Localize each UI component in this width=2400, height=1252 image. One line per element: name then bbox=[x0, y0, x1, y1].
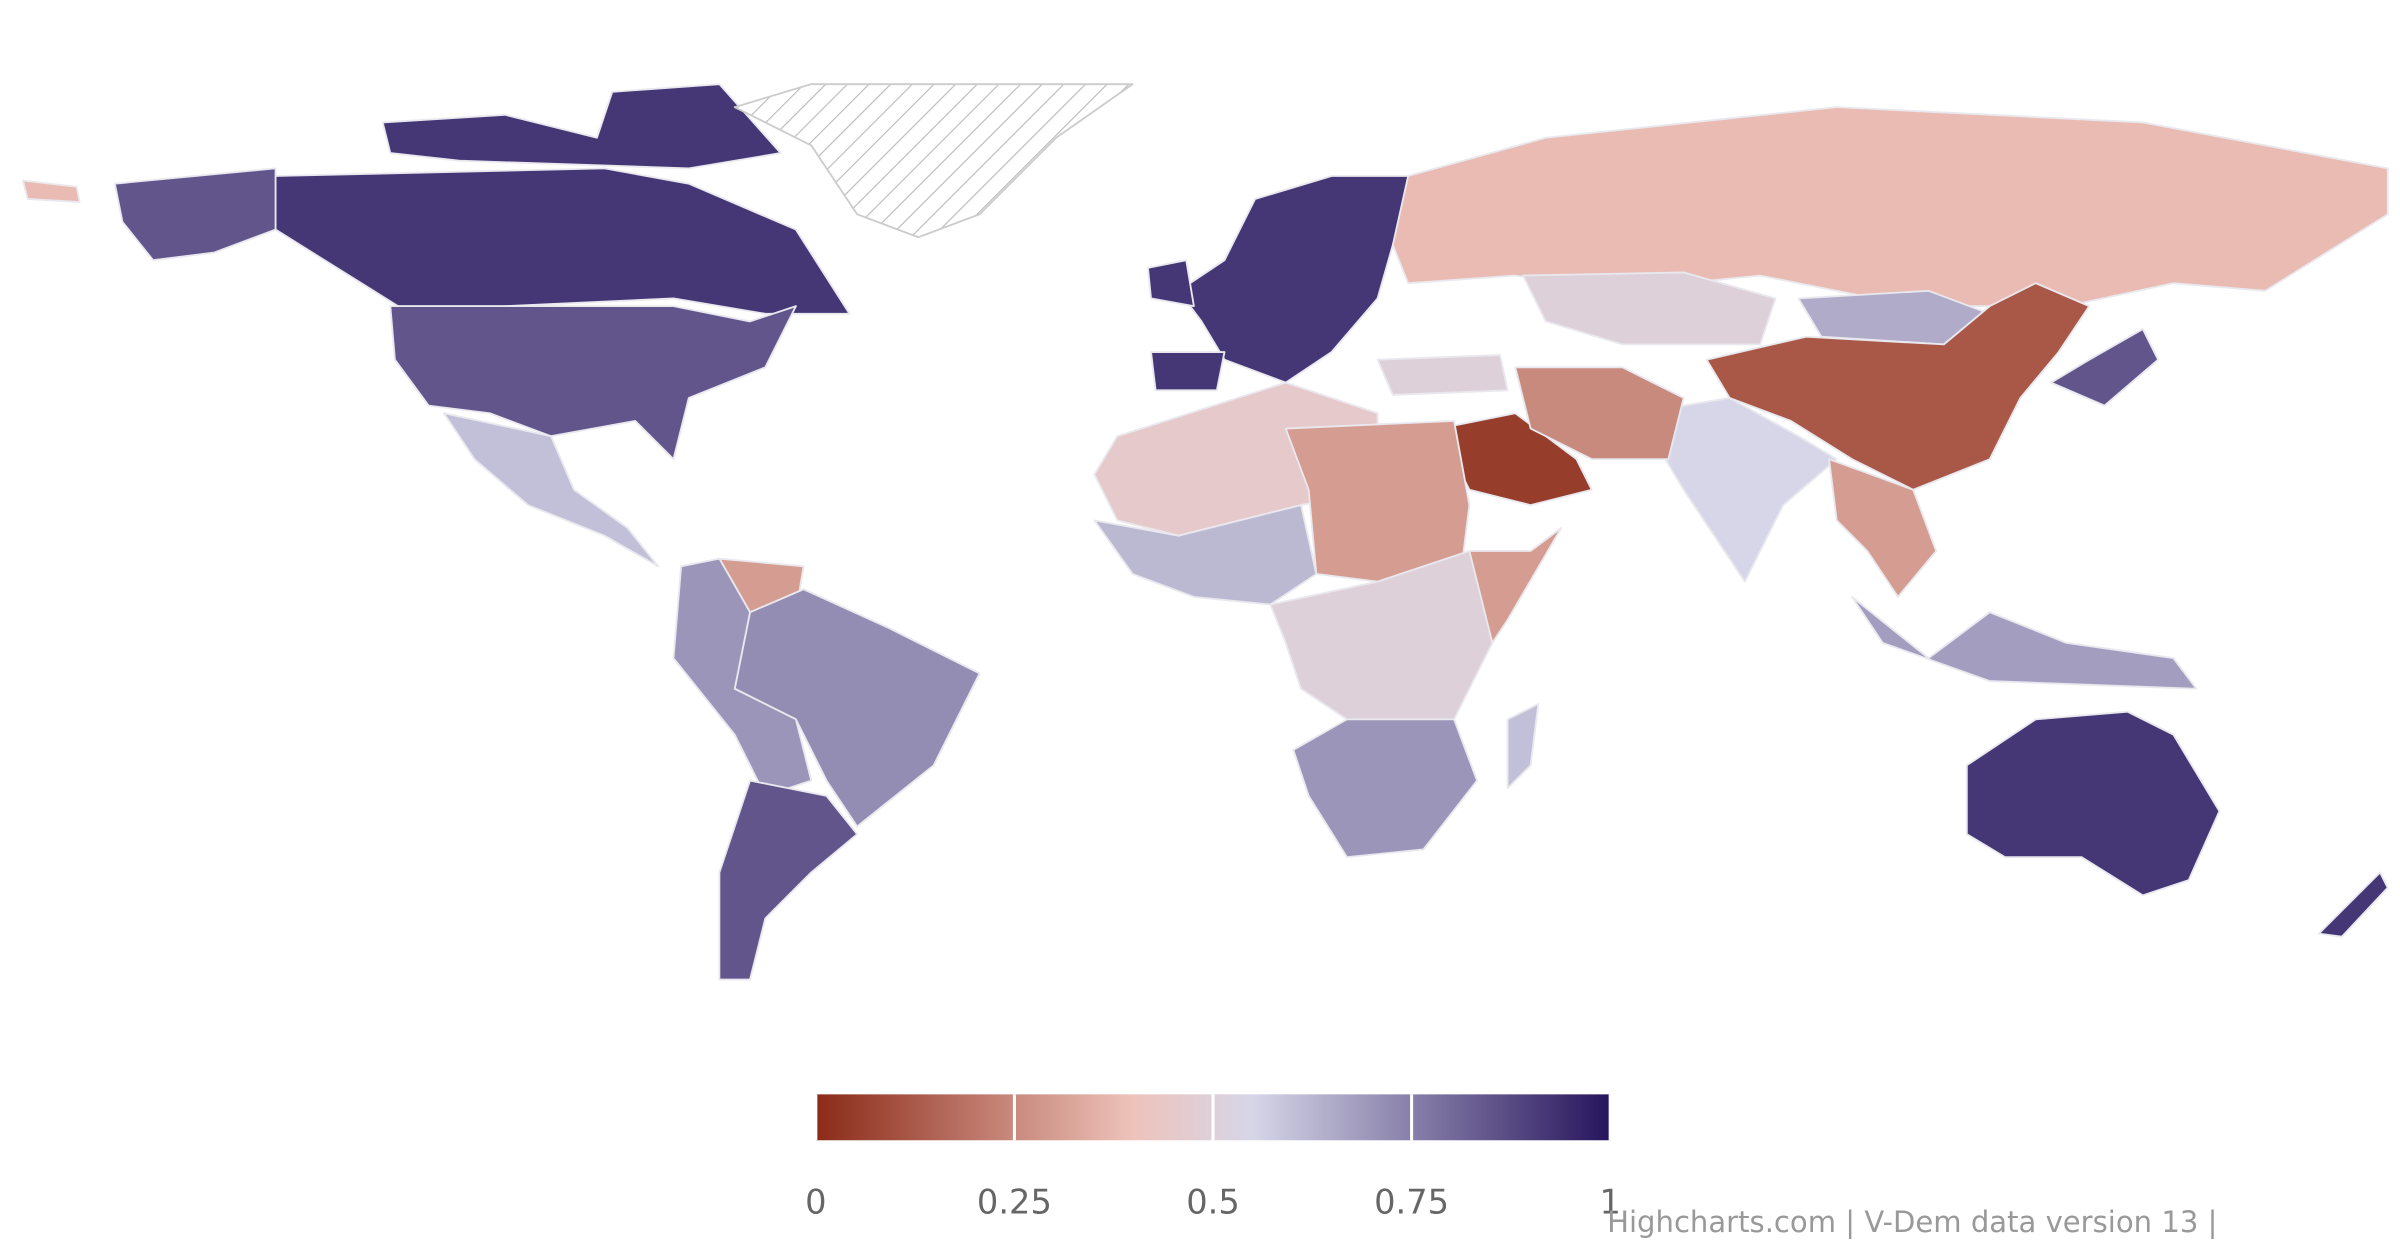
region bbox=[1391, 106, 2389, 308]
tick-label: 0.75 bbox=[1374, 1183, 1449, 1222]
region bbox=[2317, 871, 2389, 938]
credits[interactable]: Highcharts.com | V-Dem data version 13 | bbox=[1607, 1205, 2217, 1239]
region bbox=[1150, 351, 1226, 392]
tick-label: 0.25 bbox=[977, 1183, 1052, 1222]
region bbox=[1376, 354, 1509, 396]
tick-label: 1 bbox=[1599, 1183, 1620, 1222]
region bbox=[1269, 550, 1524, 721]
map-regions bbox=[22, 83, 2389, 981]
region bbox=[1851, 596, 2198, 690]
tick-label: 0 bbox=[805, 1183, 826, 1222]
region bbox=[1522, 271, 1777, 346]
region bbox=[1636, 397, 1838, 583]
region bbox=[389, 305, 797, 461]
region bbox=[672, 557, 813, 797]
region bbox=[1705, 282, 2091, 491]
region bbox=[22, 179, 81, 203]
region bbox=[113, 167, 277, 262]
no-data-region bbox=[733, 83, 1134, 239]
region bbox=[1147, 259, 1195, 308]
region bbox=[1292, 718, 1478, 859]
region bbox=[442, 412, 660, 568]
region bbox=[1468, 527, 1563, 644]
tick-label: 0.5 bbox=[1186, 1183, 1240, 1222]
region bbox=[1093, 504, 1318, 606]
region bbox=[718, 779, 859, 981]
region bbox=[1437, 412, 1593, 507]
color-axis: 0 0.25 0.5 0.75 1 bbox=[805, 1094, 1621, 1222]
region bbox=[274, 167, 851, 315]
region bbox=[1514, 366, 1685, 461]
region bbox=[1965, 710, 2221, 897]
region bbox=[1828, 458, 1938, 598]
region bbox=[381, 83, 782, 170]
region bbox=[2050, 328, 2160, 407]
region bbox=[1506, 703, 1540, 790]
